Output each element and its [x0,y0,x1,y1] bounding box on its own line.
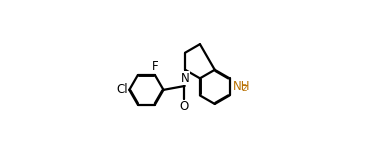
Text: F: F [152,60,159,73]
Text: NH: NH [233,80,251,93]
Text: Cl: Cl [116,83,127,96]
Text: N: N [181,72,190,85]
Text: 2: 2 [241,84,247,93]
Text: O: O [180,100,189,113]
